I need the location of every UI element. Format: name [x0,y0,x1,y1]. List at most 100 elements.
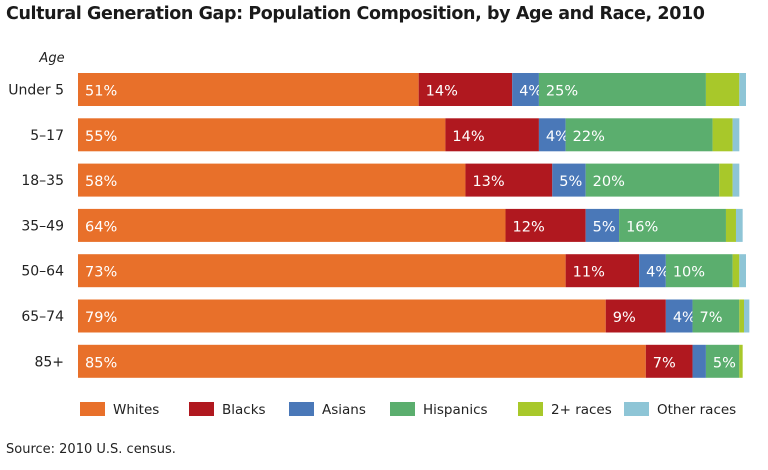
category-label: 35–49 [21,218,64,234]
data-label: 4% [546,129,569,145]
bar-segment-blacks [565,254,640,288]
legend-item: Asians [289,402,366,418]
bar-segment-hispanics [565,118,713,152]
data-label: 5% [713,355,736,371]
bar-segment-whites [78,208,506,242]
data-label: 10% [673,265,705,281]
bar-segment-other-races [739,254,746,288]
bar-row: 85% 7% 5% [78,344,743,378]
legend-swatch [518,402,543,416]
data-label: 79% [85,310,117,326]
data-label: 5% [593,219,616,235]
bar-segment-2-races [705,73,740,106]
bar-segment-2-races [739,299,744,333]
bar-segment-2-races [739,344,743,378]
legend: Whites Blacks Asians Hispanics 2+ races Other… [80,402,736,418]
bar-segment-other-races [732,163,740,197]
bar-segment-asians [552,163,586,197]
category-label: 18–35 [21,173,64,189]
legend-swatch [624,402,649,416]
bar-segment-whites [78,73,419,106]
data-label: 14% [452,129,484,145]
data-label: 11% [573,265,605,281]
data-label: 16% [626,219,658,235]
bar-segment-blacks [505,208,586,242]
legend-label: Asians [322,402,366,418]
bar-segment-asians [692,344,706,378]
legend-item: Hispanics [390,402,488,418]
bar-row: 58% 13% 5% 20% [78,163,740,197]
bar-segment-asians [665,299,693,333]
data-label: 20% [593,174,625,190]
bar-segment-whites [78,344,646,378]
legend-label: 2+ races [551,402,612,418]
bar-segment-other-races [732,118,740,152]
category-label: 50–64 [21,264,64,280]
data-label: 14% [426,84,458,100]
bar-segment-hispanics [619,208,726,242]
bar-segment-asians [538,118,566,152]
data-label: 5% [559,174,582,190]
bar-segment-hispanics [538,73,706,106]
data-label: 4% [519,84,542,100]
bar-segment-whites [78,299,606,333]
category-label: Under 5 [8,83,64,99]
bar-segment-other-races [743,299,750,333]
data-label: 7% [700,310,723,326]
legend-swatch [189,402,214,416]
data-label: 64% [85,219,117,235]
bar-row: 64% 12% 5% 16% [78,208,743,242]
legend-item: Whites [80,402,159,418]
bar-segment-other-races [739,73,746,106]
data-label: 7% [653,355,676,371]
bar-row: 55% 14% 4% 22% [78,118,740,152]
data-label: 13% [472,174,504,190]
category-label: 85+ [34,354,64,370]
bar-row: 79% 9% 4% 7% [78,299,750,333]
data-label: 25% [546,84,578,100]
category-label: 5–17 [30,128,64,144]
legend-item: 2+ races [518,402,612,418]
bar-segment-hispanics [665,254,733,288]
bar-segment-asians [639,254,666,288]
data-label: 58% [85,174,117,190]
data-label: 85% [85,355,117,371]
bar-segment-2-races [719,163,733,197]
data-label: 55% [85,129,117,145]
data-label: 22% [573,129,605,145]
category-labels: Under 5 5–17 18–35 35–49 50–64 65–74 85+ [8,83,64,371]
bar-segment-asians [585,208,620,242]
category-label: 65–74 [21,309,64,325]
chart-title: Cultural Generation Gap: Population Comp… [6,4,705,24]
source-note: Source: 2010 U.S. census. [6,442,176,457]
legend-swatch [390,402,415,416]
legend-label: Blacks [222,402,266,418]
legend-item: Blacks [189,402,266,418]
bar-segment-blacks [445,118,539,152]
data-label: 4% [646,265,669,281]
data-label: 73% [85,265,117,281]
bar-segment-hispanics [705,344,740,378]
legend-swatch [289,402,314,416]
bar-segment-blacks [605,299,666,333]
bar-segment-whites [78,254,566,288]
legend-label: Other races [657,402,736,418]
bar-row: 51% 14% 4% 25% [78,73,746,106]
data-label: 9% [613,310,636,326]
y-axis-label: Age [38,51,64,66]
bar-row: 73% 11% 4% 10% [78,254,746,288]
bar-segment-hispanics [585,163,720,197]
legend-item: Other races [624,402,736,418]
data-label: 51% [85,84,117,100]
data-label: 12% [513,219,545,235]
data-label: 4% [673,310,696,326]
bar-segment-blacks [645,344,693,378]
legend-label: Whites [113,402,159,418]
bar-segment-blacks [418,73,513,106]
legend-swatch [80,402,105,416]
bar-segment-whites [78,163,466,197]
bar-segment-2-races [712,118,733,152]
bar-segment-blacks [465,163,553,197]
bar-segment-asians [512,73,539,106]
